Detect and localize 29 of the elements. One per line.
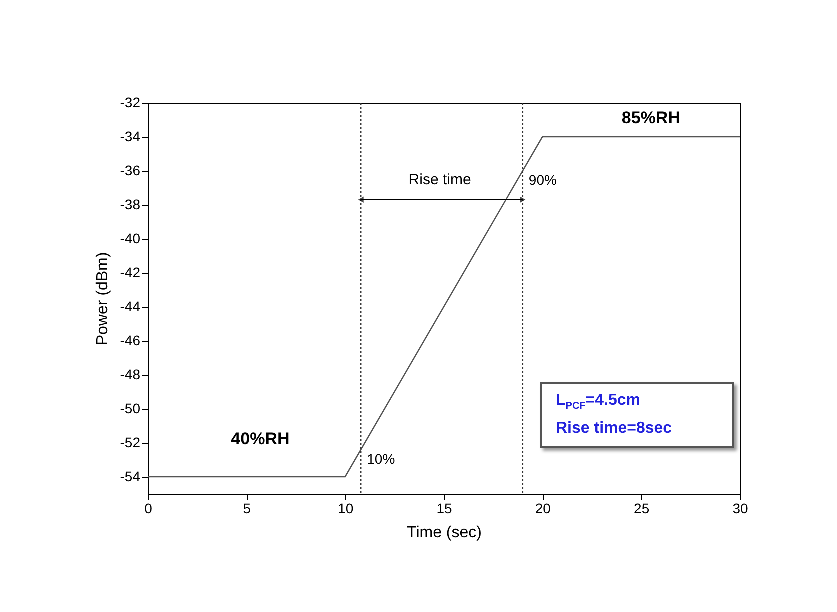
y-tick-label: -42 — [120, 264, 141, 280]
y-tick-label: -38 — [120, 196, 141, 212]
x-tick-label: 30 — [732, 500, 748, 516]
annotation: L$_{PCF}$=4.5cm — [556, 391, 642, 414]
x-tick-label: 10 — [338, 500, 354, 516]
x-axis-title: Time (sec) — [407, 524, 482, 542]
y-tick-label: -40 — [120, 230, 141, 246]
annotation: 85%RH — [622, 108, 680, 128]
y-tick-label: -54 — [120, 468, 141, 484]
annotation: Rise time=8sec — [556, 419, 674, 440]
y-tick-label: -44 — [120, 298, 141, 314]
y-tick-label: -52 — [120, 434, 141, 450]
y-tick-label: -34 — [120, 128, 141, 144]
y-tick-label: -50 — [120, 400, 141, 416]
y-tick-label: -36 — [120, 162, 141, 178]
annotation: 40%RH — [231, 430, 290, 449]
y-axis-title: Power (dBm) — [94, 252, 112, 346]
x-tick-label: 15 — [436, 500, 452, 516]
annotation: 90% — [528, 172, 557, 188]
annotation: 10% — [367, 450, 396, 467]
y-tick-label: -46 — [120, 332, 141, 348]
annotation: Rise time — [408, 172, 472, 188]
y-tick-label: -32 — [120, 94, 141, 110]
x-tick-label: 25 — [634, 500, 650, 516]
x-tick-label: 20 — [535, 500, 552, 516]
x-tick-label: 5 — [243, 500, 252, 516]
x-tick-label: 0 — [144, 500, 153, 516]
y-tick-label: -48 — [120, 366, 141, 382]
note-box: L$_{PCF}$=4.5cm Rise time=8sec — [540, 382, 734, 448]
